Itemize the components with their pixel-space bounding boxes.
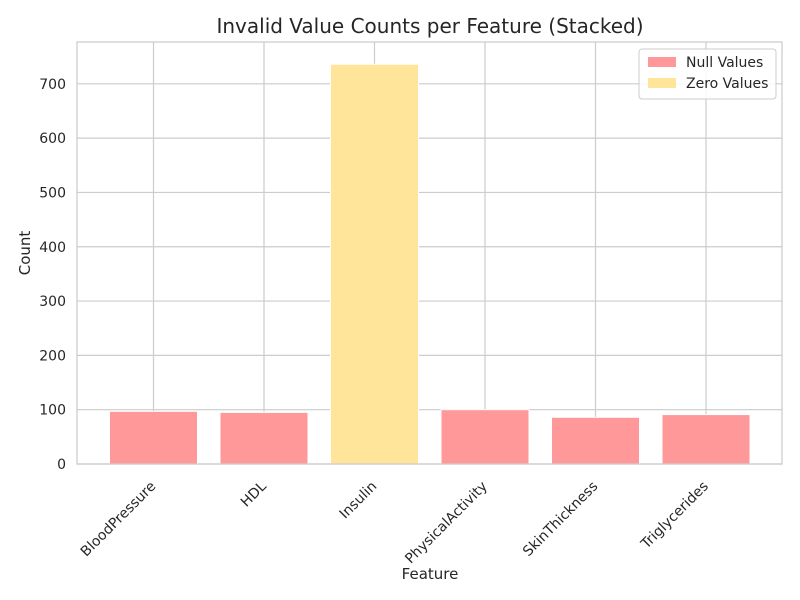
y-axis-label: Count xyxy=(16,231,34,276)
bars xyxy=(109,63,751,465)
x-tick-labels: BloodPressure HDL Insulin PhysicalActivity S… xyxy=(78,478,712,567)
legend-label: Zero Values xyxy=(686,76,768,92)
bar-hdl-null-values xyxy=(219,411,309,465)
legend-swatch xyxy=(648,57,676,67)
bar-physicalactivity-null-values xyxy=(440,409,530,465)
y-tick-label: 500 xyxy=(39,185,66,201)
bar-skinthickness-null-values xyxy=(551,416,640,465)
legend-label: Null Values xyxy=(686,55,763,71)
y-tick-label: 700 xyxy=(39,77,66,93)
x-axis-label: Feature xyxy=(402,565,459,583)
y-tick-label: 300 xyxy=(39,294,66,310)
y-tick-label: 600 xyxy=(39,131,66,147)
x-tick-label: Insulin xyxy=(337,479,381,523)
y-tick-label: 200 xyxy=(39,348,66,364)
bar-insulin-zero-values xyxy=(330,63,419,465)
y-tick-label: 400 xyxy=(39,240,66,256)
y-tick-labels: 0 100 200 300 400 500 600 700 xyxy=(39,77,66,473)
bar-bloodpressure-null-values xyxy=(109,410,198,465)
chart-title: Invalid Value Counts per Feature (Stacke… xyxy=(216,14,643,38)
x-tick-label: PhysicalActivity xyxy=(402,479,491,568)
x-tick-label: BloodPressure xyxy=(78,479,160,561)
x-tick-label: Triglycerides xyxy=(638,479,712,553)
grid-lines xyxy=(77,42,782,465)
y-tick-label: 0 xyxy=(57,457,66,473)
legend-swatch xyxy=(648,78,676,88)
legend: Null Values Zero Values xyxy=(638,48,777,100)
y-tick-label: 100 xyxy=(39,403,66,419)
bar-triglycerides-null-values xyxy=(661,414,751,465)
x-tick-label: SkinThickness xyxy=(520,479,601,560)
x-tick-label: HDL xyxy=(238,478,270,510)
plot-frame xyxy=(76,41,783,465)
